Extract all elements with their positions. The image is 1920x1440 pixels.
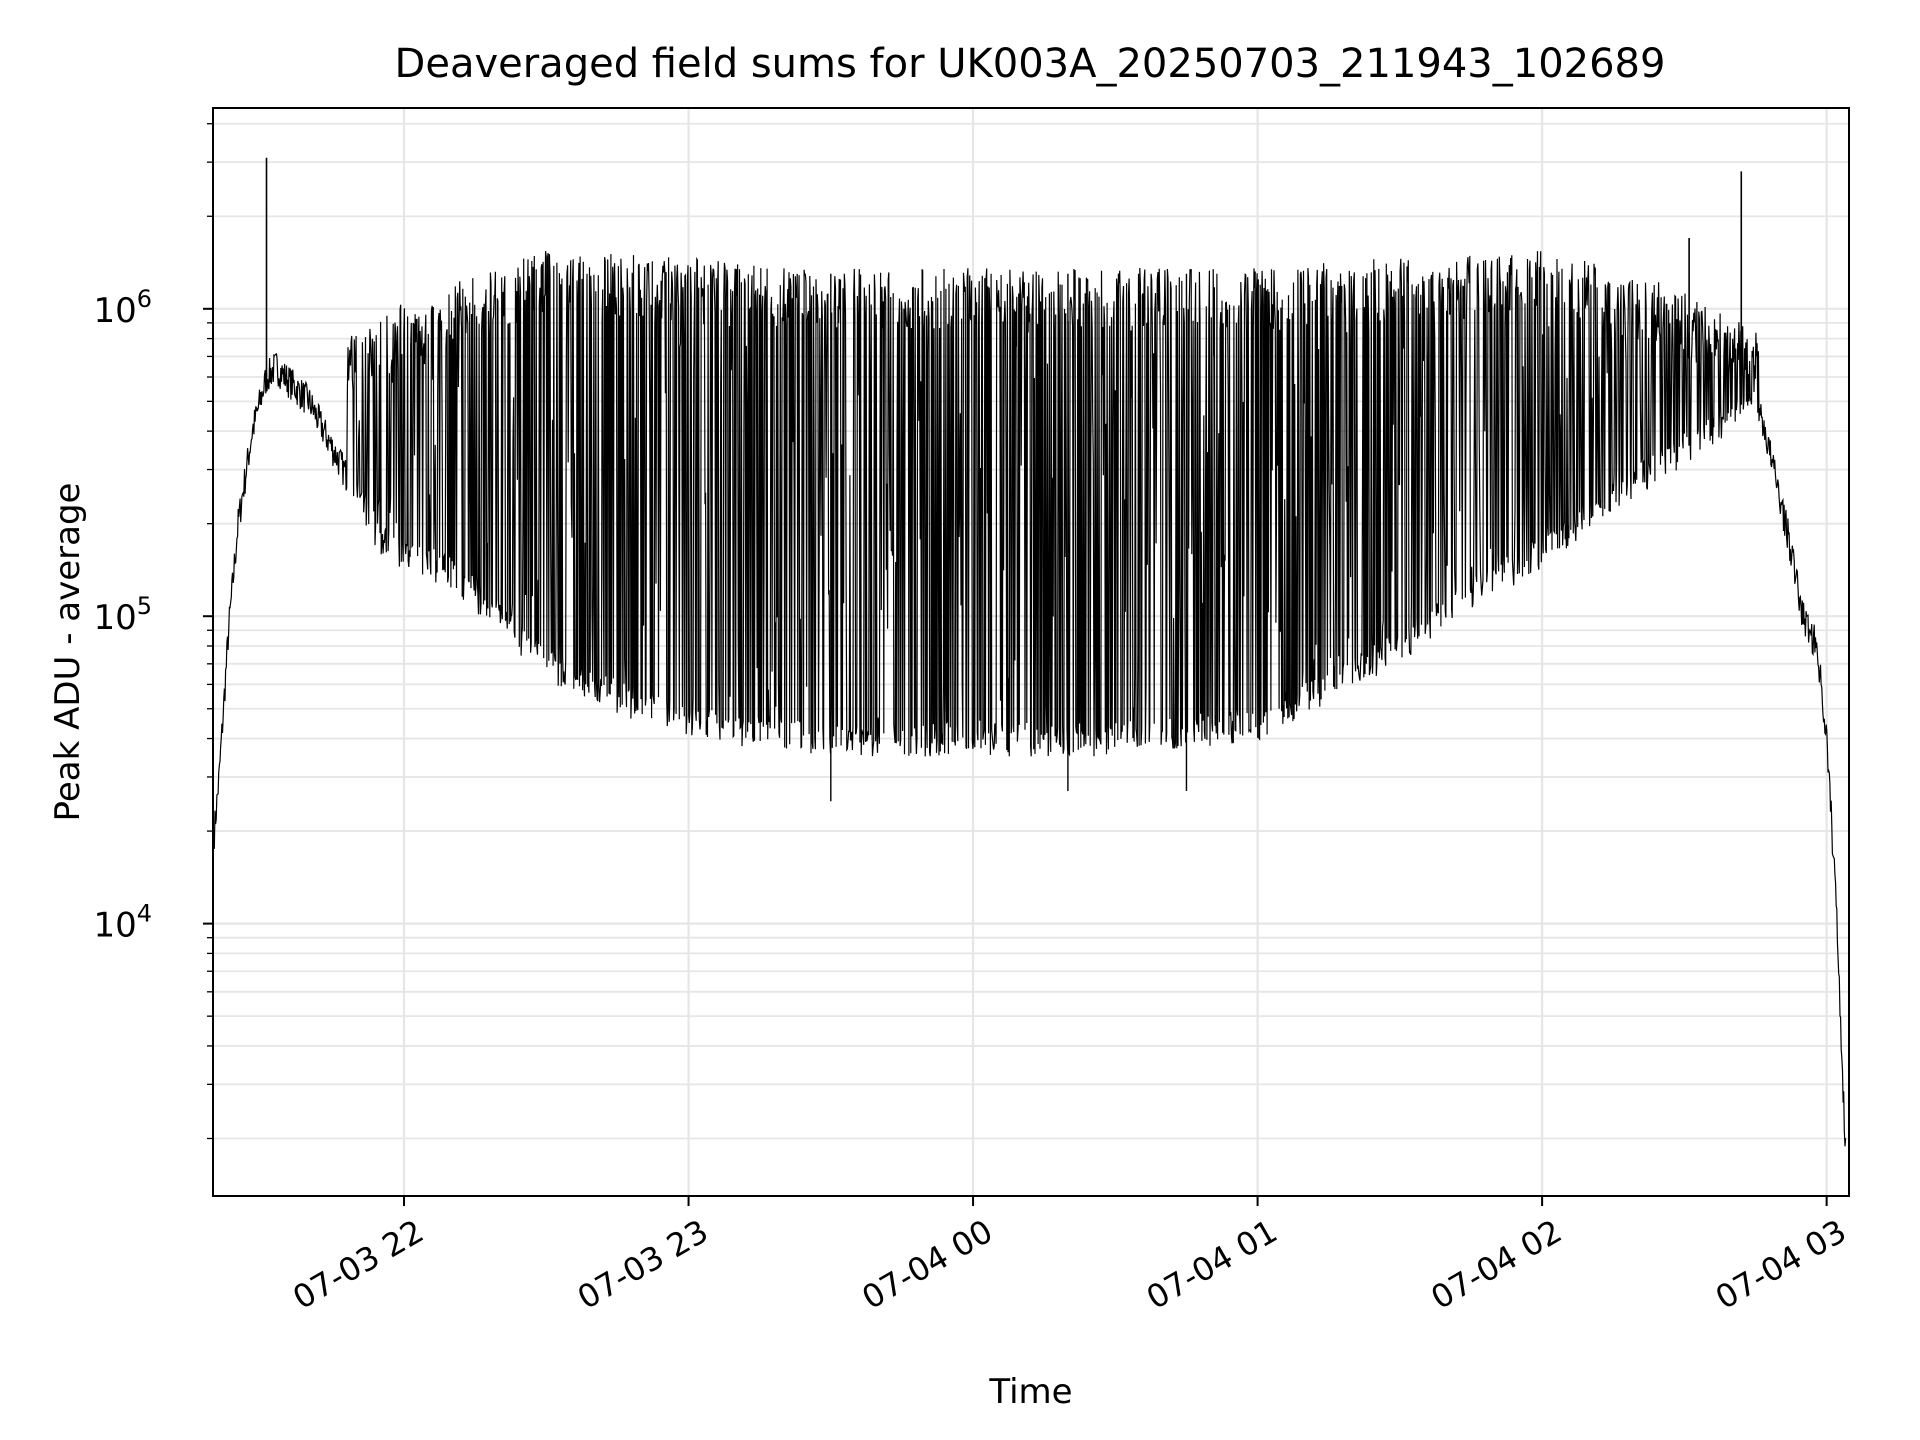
data-layer	[213, 157, 1847, 1147]
y-tick-label: 106	[93, 285, 152, 331]
y-tick-label: 104	[93, 900, 152, 946]
chart-title: Deaveraged field sums for UK003A_2025070…	[395, 41, 1666, 87]
y-tick-label: 105	[93, 592, 152, 638]
plot-frame	[212, 107, 1850, 1197]
y-axis-label: Peak ADU - average	[48, 483, 88, 822]
x-axis-label: Time	[988, 1372, 1072, 1412]
series-line	[213, 251, 1847, 1147]
